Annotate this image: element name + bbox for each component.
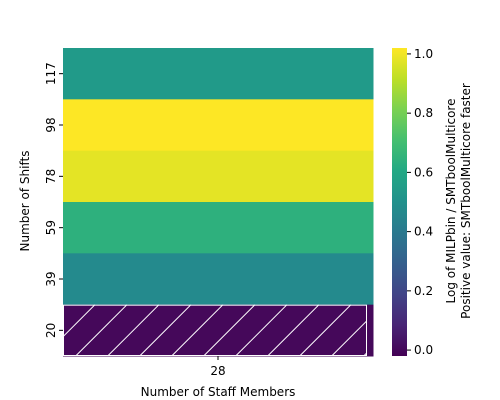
colorbar-label-line2: Positive value: SMTboolMulticore faster: [459, 83, 473, 319]
heatmap-cell-39-28: [63, 253, 374, 306]
y-tick-label: 59: [44, 220, 58, 235]
colorbar-tick-label: 0.6: [414, 165, 433, 179]
colorbar-gradient: [392, 48, 407, 356]
heatmap-cell-98-28: [63, 99, 374, 152]
heatmap-cells: [63, 48, 374, 357]
colorbar-tick-label: 1.0: [414, 47, 433, 61]
heatmap-cell-117-28: [63, 48, 374, 100]
colorbar: 0.0 0.2 0.4 0.6 0.8 1.0: [392, 47, 433, 357]
heatmap-cell-59-28: [63, 202, 374, 254]
colorbar-label-line1: Log of MILPbin / SMTboolMulticore: [444, 99, 458, 304]
y-axis-ticks: 117 98 78 59 39 20: [44, 62, 63, 338]
y-tick-label: 98: [44, 117, 58, 132]
y-tick-label: 117: [44, 62, 58, 85]
colorbar-tick-label: 0.4: [414, 225, 433, 239]
y-tick-label: 20: [44, 323, 58, 338]
colorbar-tick-label: 0.8: [414, 106, 433, 120]
x-tick-label: 28: [210, 364, 225, 378]
heatmap-cell-78-28: [63, 150, 374, 203]
hatched-cell-20-28: [63, 304, 367, 356]
y-axis-label: Number of Shifts: [18, 151, 32, 252]
heatmap-cell-20-28: [63, 304, 374, 357]
colorbar-tick-label: 0.0: [414, 343, 433, 357]
colorbar-tick-label: 0.2: [414, 284, 433, 298]
y-tick-label: 78: [44, 169, 58, 184]
x-axis-label: Number of Staff Members: [141, 385, 296, 399]
y-tick-label: 39: [44, 271, 58, 286]
x-axis-ticks: 28: [210, 356, 226, 378]
hatch-overlay: [63, 304, 367, 356]
